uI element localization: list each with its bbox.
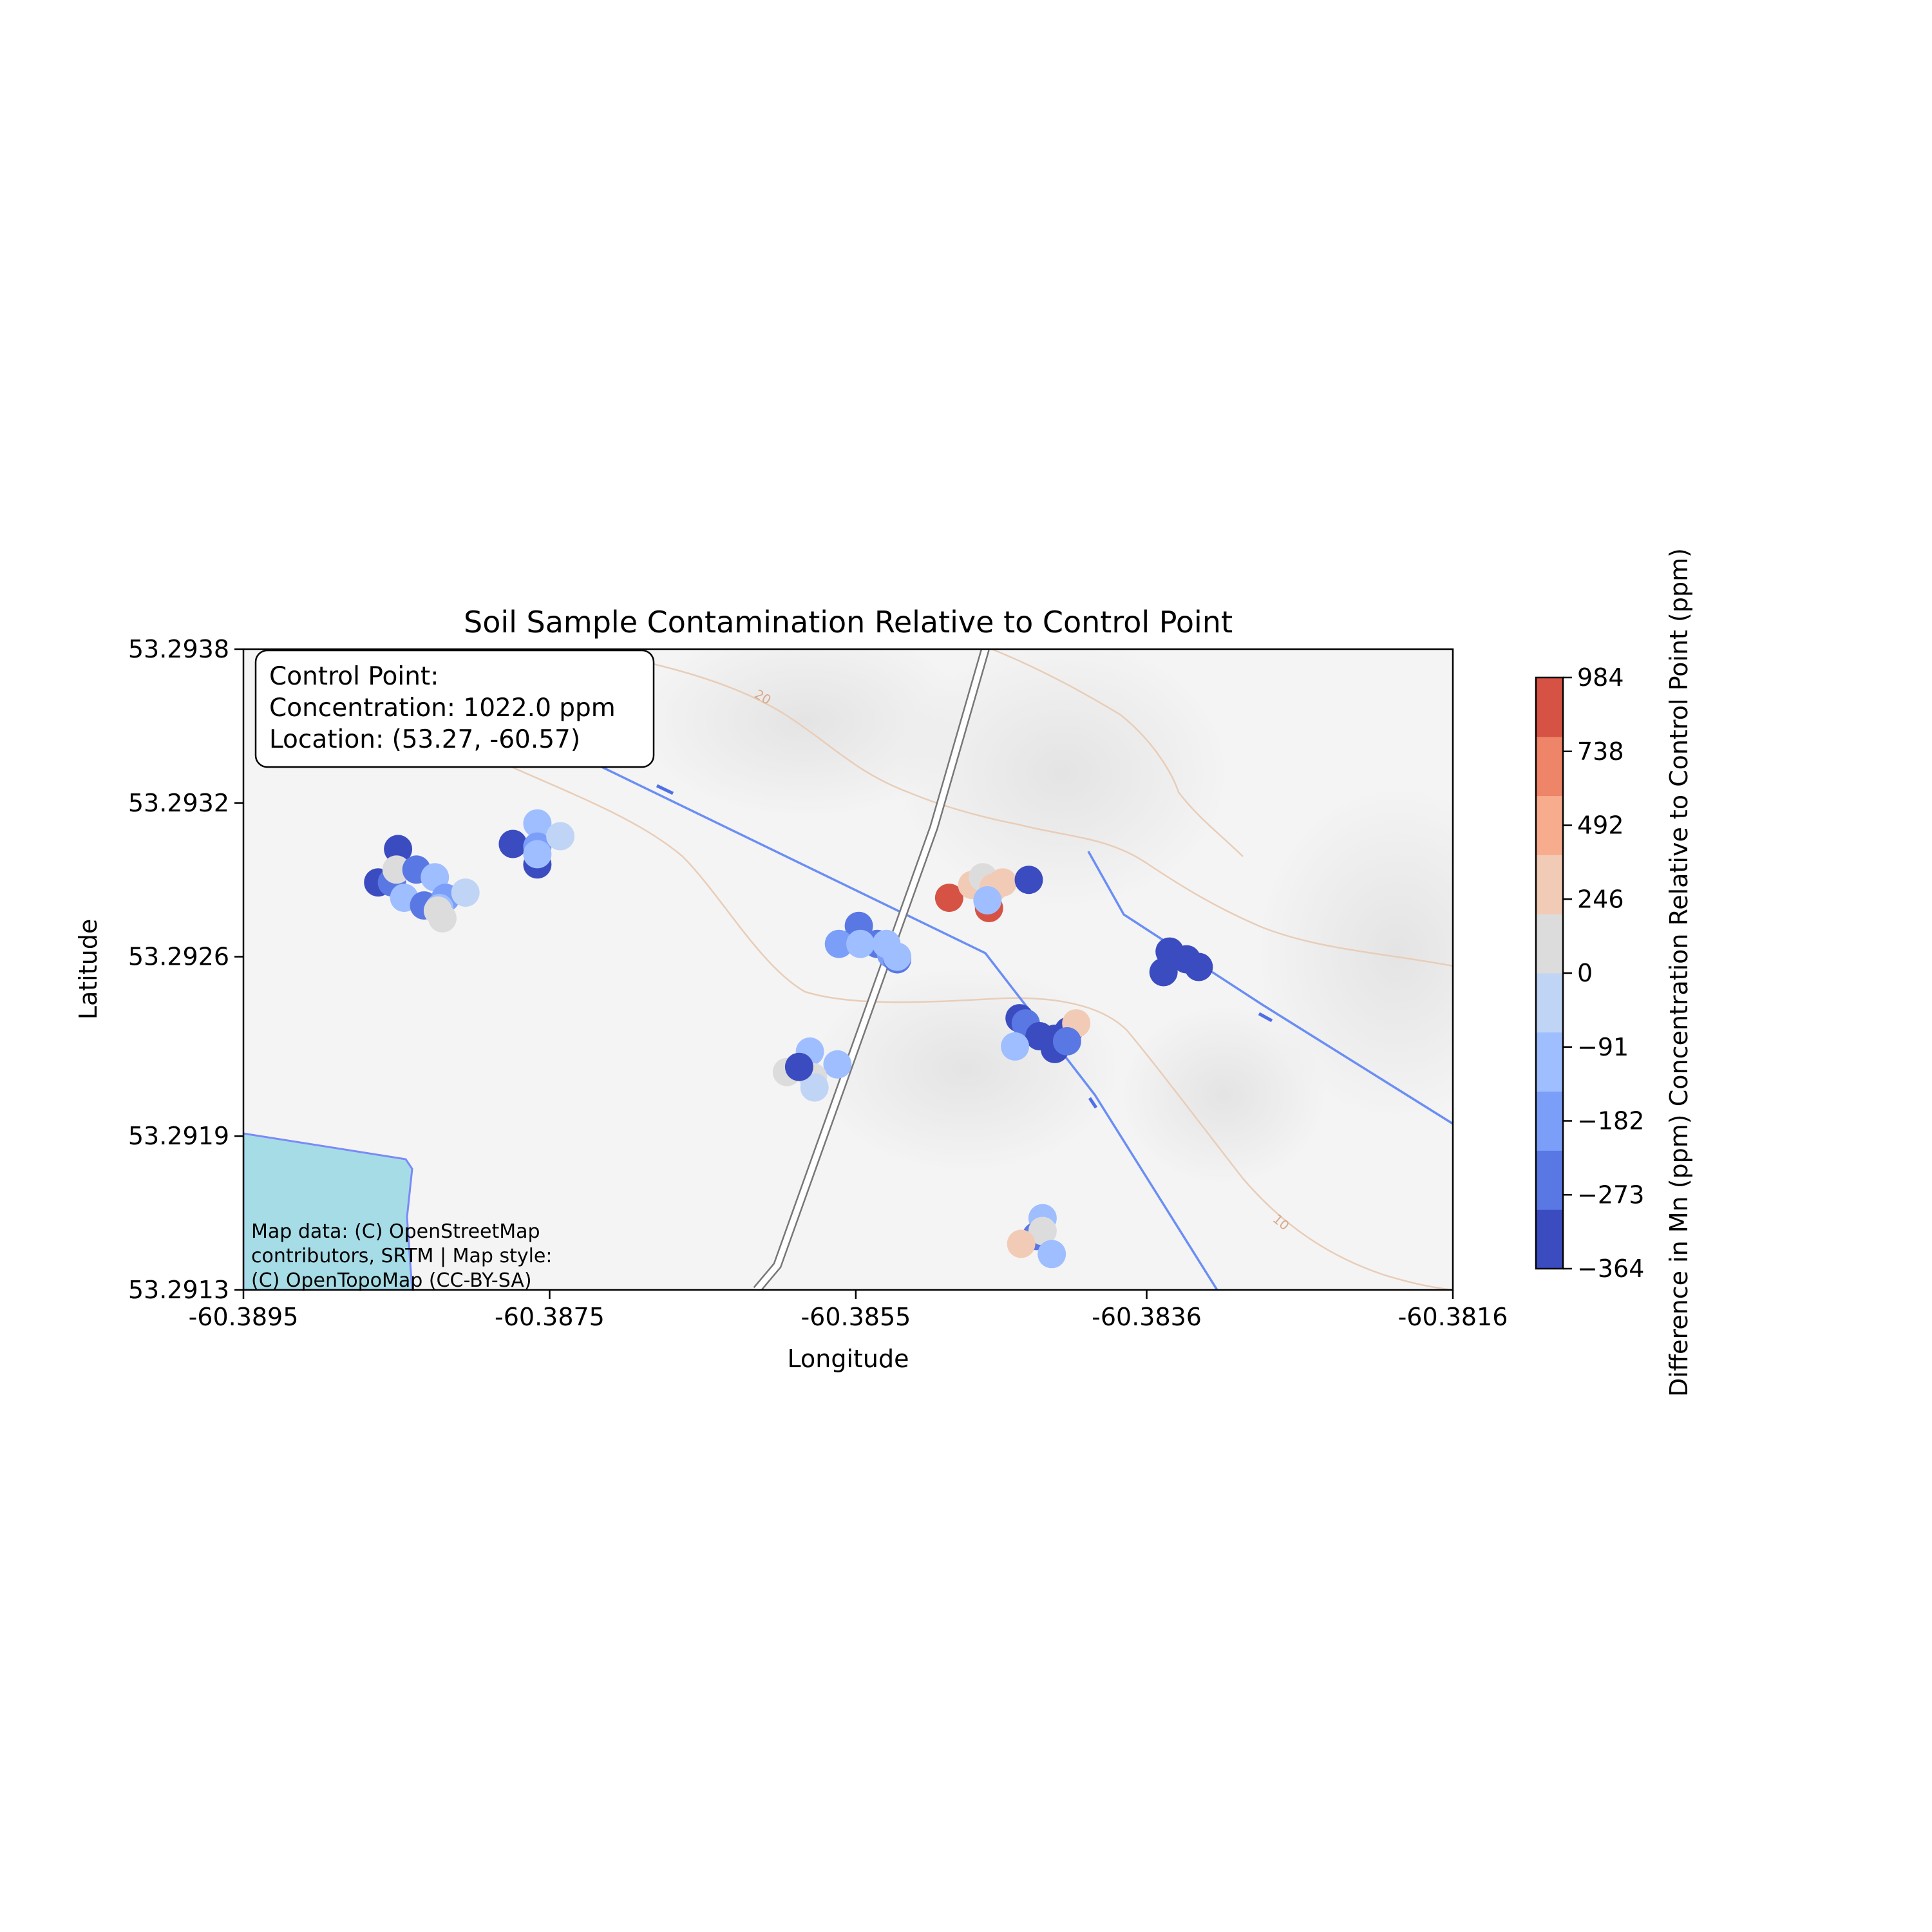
annotation-line: Control Point: (269, 662, 439, 691)
colorbar-band (1536, 1209, 1563, 1269)
sample-point (498, 829, 527, 858)
attribution-line: contributors, SRTM | Map style: (251, 1245, 553, 1267)
y-tick-label: 53.2938 (128, 635, 229, 663)
y-tick-label: 53.2932 (128, 789, 229, 817)
x-axis-label: Longitude (788, 1345, 909, 1373)
sample-point (823, 1050, 852, 1079)
colorbar-tick-label: 738 (1577, 737, 1624, 766)
y-axis: 53.2913 53.2919 53.2926 53.2932 53.2938 (128, 635, 243, 1304)
colorbar-band (1536, 1091, 1563, 1151)
colorbar-tick-label: −364 (1577, 1255, 1644, 1283)
x-tick-label: -60.3875 (495, 1303, 605, 1331)
sample-points (364, 809, 1213, 1269)
map-background: 20 10 (243, 649, 1453, 1290)
contour-line (991, 649, 1244, 857)
sample-point (451, 878, 480, 907)
sample-point (934, 884, 963, 913)
colorbar-band (1536, 1150, 1563, 1210)
map-attribution: Map data: (C) OpenStreetMap contributors… (251, 1220, 553, 1292)
road-fill (754, 649, 989, 1290)
sample-point (824, 929, 853, 958)
colorbar-band (1536, 677, 1563, 737)
x-tick-label: -60.3836 (1092, 1303, 1202, 1331)
stream-arrow (656, 784, 674, 795)
terrain-shade (811, 966, 1121, 1172)
sample-point (546, 822, 575, 851)
sample-point (784, 1052, 813, 1081)
sample-point (382, 855, 411, 884)
plot-frame (242, 648, 1454, 1291)
colorbar-label: Difference in Mn (ppm) Concentration Rel… (1665, 548, 1693, 1397)
y-tick-label: 53.2919 (128, 1122, 229, 1150)
stream-arrow (1088, 1097, 1098, 1109)
sample-point (1007, 1229, 1036, 1258)
sample-point (1052, 1027, 1081, 1056)
sample-point (800, 1073, 829, 1102)
colorbar-band (1536, 795, 1563, 855)
colorbar: −364 −273 −182 −91 0 246 492 738 984 (1535, 663, 1644, 1283)
attribution-line: Map data: (C) OpenStreetMap (251, 1220, 540, 1243)
sample-point (1149, 958, 1178, 987)
sample-point (1184, 952, 1213, 981)
y-tick-label: 53.2926 (128, 943, 229, 971)
colorbar-tick-label: 0 (1577, 959, 1593, 987)
colorbar-band (1536, 1032, 1563, 1092)
sample-point (1014, 866, 1043, 895)
control-point-annotation: Control Point: Concentration: 1022.0 ppm… (254, 649, 655, 768)
colorbar-band (1536, 855, 1563, 914)
colorbar-band (1536, 973, 1563, 1033)
y-axis-label: Latitude (74, 919, 102, 1019)
colorbar-band (1536, 736, 1563, 797)
colorbar-tick-label: −273 (1577, 1180, 1644, 1209)
y-tick-label: 53.2913 (128, 1276, 229, 1304)
sample-point (973, 886, 1002, 914)
attribution-line: (C) OpenTopoMap (CC-BY-SA) (251, 1269, 532, 1292)
terrain-shade (1121, 1005, 1327, 1185)
sample-point (846, 929, 875, 958)
sample-point (423, 896, 452, 925)
terrain-shade (895, 649, 1230, 908)
colorbar-tick-label: −182 (1577, 1107, 1644, 1135)
annotation-box (254, 649, 655, 768)
chart-title: Soil Sample Contamination Relative to Co… (464, 605, 1233, 639)
colorbar-tick-label: 984 (1577, 663, 1624, 692)
x-tick-label: -60.3855 (800, 1303, 911, 1331)
sample-point (523, 840, 552, 869)
annotation-line: Location: (53.27, -60.57) (269, 725, 580, 754)
contour-line (495, 759, 1453, 1290)
sample-point (872, 929, 901, 958)
colorbar-tick-label: 246 (1577, 885, 1624, 913)
x-axis: -60.3895 -60.3875 -60.3855 -60.3836 -60.3816 (189, 1290, 1508, 1331)
colorbar-tick-label: 492 (1577, 811, 1624, 840)
x-tick-label: -60.3895 (189, 1303, 299, 1331)
sample-point (1001, 1032, 1030, 1061)
sample-point (384, 835, 413, 864)
stream-arrow (1258, 1012, 1273, 1023)
contour-line (579, 649, 1453, 967)
terrain-shade (638, 649, 972, 818)
terrain-shade (1256, 786, 1453, 1121)
colorbar-tick-label: −91 (1577, 1033, 1629, 1061)
x-tick-label: -60.3816 (1398, 1303, 1508, 1331)
colorbar-band (1536, 914, 1563, 974)
sample-point (523, 809, 552, 838)
sample-point (1028, 1217, 1057, 1245)
annotation-line: Concentration: 1022.0 ppm (269, 694, 616, 723)
sample-point (1037, 1240, 1066, 1269)
water-body (243, 1132, 413, 1290)
